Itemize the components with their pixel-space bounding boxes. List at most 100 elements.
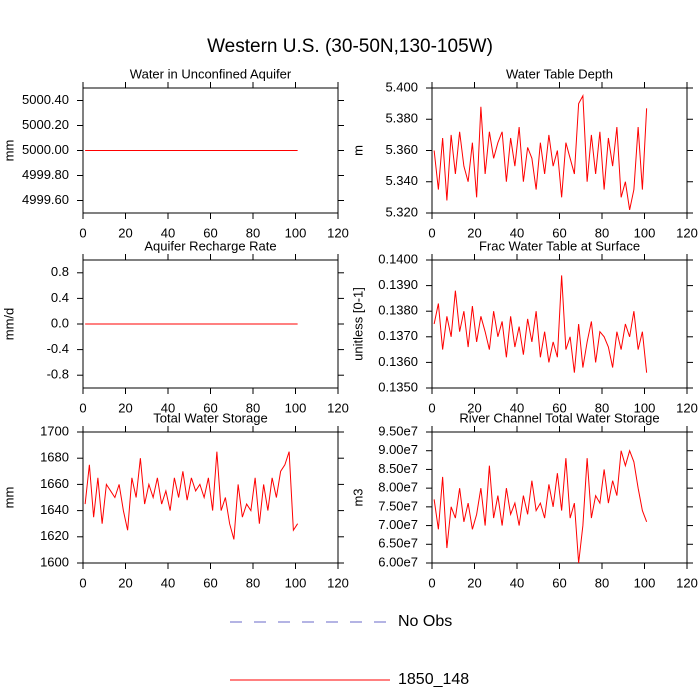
data-line (433, 275, 648, 373)
y-tick-label: 1680 (40, 450, 69, 465)
y-tick-label: 0.1350 (378, 379, 418, 394)
x-tick-label: 0 (79, 225, 86, 240)
x-tick-label: 20 (467, 225, 481, 240)
y-tick-label: 1600 (40, 554, 69, 569)
x-tick-label: 100 (634, 225, 656, 240)
x-tick-label: 60 (203, 400, 217, 415)
y-tick-label: 1620 (40, 528, 69, 543)
y-tick-label: 0.0 (51, 315, 69, 330)
x-tick-label: 100 (634, 400, 656, 415)
plot-frame (431, 431, 688, 564)
x-tick-label: 100 (634, 575, 656, 590)
y-tick-label: 0.1390 (378, 277, 418, 292)
figure-title: Western U.S. (30-50N,130-105W) (207, 36, 493, 57)
y-tick-label: 9.50e7 (378, 423, 418, 438)
y-tick-label: 0.1400 (378, 251, 418, 266)
y-axis-label: m3 (350, 488, 365, 506)
y-tick-label: -0.4 (47, 341, 69, 356)
y-tick-label: 5.340 (385, 173, 418, 188)
y-axis-label: mm (1, 487, 16, 509)
panel-title: Aquifer Recharge Rate (144, 238, 276, 253)
panel-title: Water in Unconfined Aquifer (130, 66, 292, 81)
y-tick-label: 4999.60 (22, 192, 69, 207)
x-tick-label: 80 (595, 225, 609, 240)
y-tick-label: 5.380 (385, 111, 418, 126)
x-tick-label: 80 (595, 400, 609, 415)
y-tick-label: 6.50e7 (378, 536, 418, 551)
y-tick-label: 0.8 (51, 264, 69, 279)
legend-entry: 1850_148 (230, 671, 469, 688)
x-tick-label: 120 (676, 225, 698, 240)
y-tick-label: 7.50e7 (378, 498, 418, 513)
x-tick-label: 100 (285, 575, 307, 590)
y-axis-label: unitless [0-1] (350, 287, 365, 361)
x-tick-label: 0 (428, 575, 435, 590)
y-tick-label: 5000.40 (22, 92, 69, 107)
data-line (433, 449, 648, 564)
panel-title: Frac Water Table at Surface (479, 238, 640, 253)
data-line (84, 451, 299, 540)
x-tick-label: 80 (246, 225, 260, 240)
x-tick-label: 100 (285, 225, 307, 240)
y-tick-label: 8.00e7 (378, 480, 418, 495)
y-tick-label: 6.00e7 (378, 554, 418, 569)
x-tick-label: 0 (428, 225, 435, 240)
legend-entry: No Obs (230, 613, 452, 630)
y-axis-label: m (350, 145, 365, 156)
x-tick-label: 120 (327, 400, 349, 415)
y-axis-label: mm/d (1, 308, 16, 341)
x-tick-label: 60 (552, 400, 566, 415)
x-tick-label: 60 (203, 225, 217, 240)
y-tick-label: 5000.00 (22, 142, 69, 157)
x-tick-label: 80 (246, 400, 260, 415)
x-tick-label: 60 (203, 575, 217, 590)
x-tick-label: 40 (161, 400, 175, 415)
x-tick-label: 120 (676, 400, 698, 415)
y-tick-label: 4999.80 (22, 167, 69, 182)
x-tick-label: 40 (161, 575, 175, 590)
x-tick-label: 60 (552, 225, 566, 240)
y-tick-label: 0.1370 (378, 328, 418, 343)
x-tick-label: 80 (246, 575, 260, 590)
x-tick-label: 120 (327, 575, 349, 590)
panel: Water in Unconfined Aquifer mm 0 20 40 60 80 10… (1, 66, 348, 240)
x-tick-label: 20 (467, 575, 481, 590)
x-tick-label: 40 (510, 225, 524, 240)
panel: Aquifer Recharge Rate mm/d 0 20 40 60 80 100 120… (1, 238, 348, 415)
panel-title: River Channel Total Water Storage (459, 410, 659, 425)
x-tick-label: 20 (118, 575, 132, 590)
x-tick-label: 0 (79, 400, 86, 415)
y-tick-label: 5.320 (385, 204, 418, 219)
y-tick-label: 7.00e7 (378, 517, 418, 532)
legend-label: No Obs (398, 613, 452, 630)
panel: Frac Water Table at Surface unitless [0-1… (350, 238, 697, 415)
panel: Total Water Storage mm 0 20 40 60 80 100 120 1600… (1, 410, 348, 590)
x-tick-label: 0 (428, 400, 435, 415)
y-tick-label: 1700 (40, 423, 69, 438)
y-tick-label: -0.8 (47, 367, 69, 382)
x-tick-label: 120 (327, 225, 349, 240)
y-tick-label: 5.400 (385, 79, 418, 94)
y-tick-label: 8.50e7 (378, 461, 418, 476)
y-tick-label: 1660 (40, 476, 69, 491)
x-tick-label: 100 (285, 400, 307, 415)
x-tick-label: 60 (552, 575, 566, 590)
y-tick-label: 1640 (40, 502, 69, 517)
panel: Water Table Depth m 0 20 40 60 80 100 120 5.320 5.… (350, 66, 697, 240)
panel-title: Total Water Storage (153, 410, 267, 425)
x-tick-label: 20 (118, 225, 132, 240)
legend-label: 1850_148 (398, 671, 469, 688)
y-tick-label: 5000.20 (22, 117, 69, 132)
data-line (433, 94, 648, 210)
panel: River Channel Total Water Storage m3 0 20 40… (350, 410, 697, 590)
x-tick-label: 0 (79, 575, 86, 590)
y-tick-label: 0.4 (51, 290, 69, 305)
y-tick-label: 5.360 (385, 142, 418, 157)
y-tick-label: 0.1360 (378, 354, 418, 369)
x-tick-label: 80 (595, 575, 609, 590)
y-tick-label: 9.00e7 (378, 442, 418, 457)
y-tick-label: 0.1380 (378, 303, 418, 318)
x-tick-label: 40 (510, 575, 524, 590)
